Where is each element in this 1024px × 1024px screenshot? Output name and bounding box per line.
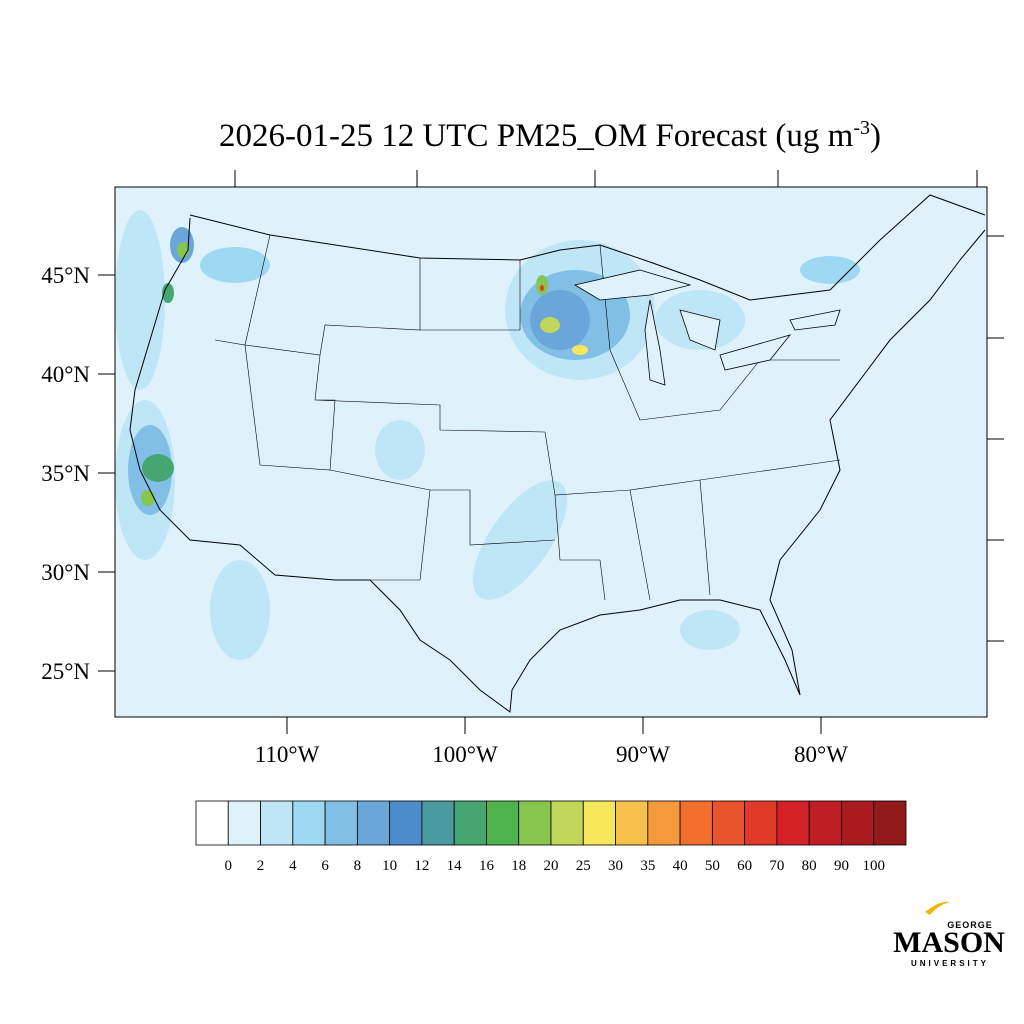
colorbar-label: 80 [802, 858, 817, 874]
state-lines [214, 234, 841, 601]
colorbar-box [679, 800, 713, 846]
shade [210, 560, 270, 660]
colorbar-label: 8 [354, 858, 362, 874]
colorbar-label: 100 [862, 858, 885, 874]
colorbar-box [227, 800, 261, 846]
colorbar-label: 4 [289, 858, 297, 874]
colorbar-box [389, 800, 423, 846]
title-close: ) [870, 118, 881, 154]
colorbar-box [195, 800, 229, 846]
colorbar-label: 40 [673, 858, 688, 874]
title-superscript: -3 [853, 117, 870, 139]
logo-main: MASON [893, 926, 1005, 959]
colorbar-box [647, 800, 681, 846]
colorbar-label: 60 [737, 858, 752, 874]
map-frame [114, 186, 988, 718]
shade [530, 290, 590, 350]
colorbar-label: 25 [576, 858, 591, 874]
logo-bottom: UNIVERSITY [911, 959, 989, 968]
shade [115, 210, 165, 390]
colorbar-label: 30 [608, 858, 623, 874]
colorbar-box [615, 800, 649, 846]
lon-label: 110°W [255, 742, 320, 767]
colorbar-label: 2 [257, 858, 265, 874]
shade [472, 480, 568, 600]
colorbar-label: 16 [479, 858, 495, 874]
colorbar-label: 6 [321, 858, 329, 874]
lat-label: 40°N [41, 362, 90, 387]
lat-label: 35°N [41, 461, 90, 486]
shade [540, 317, 560, 333]
colorbar-box [808, 800, 842, 846]
lat-label: 45°N [41, 263, 90, 288]
shade [540, 285, 544, 291]
colorbar-label: 70 [769, 858, 784, 874]
lat-label: 25°N [41, 659, 90, 684]
shade [572, 345, 588, 355]
logo-swoosh [925, 901, 950, 915]
colorbar-box [486, 800, 520, 846]
colorbar-box [744, 800, 778, 846]
colorbar-box [324, 800, 358, 846]
colorbar-box [550, 800, 584, 846]
lon-label: 80°W [794, 742, 848, 767]
title-main: 2026-01-25 12 UTC PM25_OM Forecast (ug m [219, 118, 854, 154]
colorbar-label: 14 [447, 858, 463, 874]
colorbar-box [260, 800, 294, 846]
colorbar-box [421, 800, 455, 846]
lon-label: 100°W [432, 742, 498, 767]
shade [142, 454, 174, 482]
shade [680, 610, 740, 650]
great-lakes [573, 269, 841, 386]
frame-ticks [234, 170, 1004, 642]
shade [177, 242, 189, 258]
colorbar-label: 35 [640, 858, 655, 874]
title: 2026-01-25 12 UTC PM25_OM Forecast (ug m… [219, 117, 881, 154]
lon-label: 90°W [616, 742, 670, 767]
colorbar-box [711, 800, 746, 846]
shade [800, 256, 860, 284]
colorbar-box [356, 800, 391, 846]
shade [162, 283, 174, 303]
logo-top: GEORGE [947, 920, 993, 930]
logo: GEORGE MASON UNIVERSITY [893, 901, 1005, 968]
shade [200, 247, 270, 283]
shade [375, 420, 425, 480]
map [114, 170, 1004, 718]
colorbar-box [841, 800, 875, 846]
colorbar-box [453, 800, 487, 846]
colorbar-label: 0 [225, 858, 233, 874]
concentration-shading [115, 210, 860, 660]
colorbar-box [582, 800, 616, 846]
colorbar-label: 90 [834, 858, 849, 874]
colorbar-box [518, 800, 552, 846]
colorbar-box [776, 800, 810, 846]
colorbar-label: 50 [705, 858, 720, 874]
lat-label: 30°N [41, 560, 90, 585]
colorbar-label: 12 [414, 858, 429, 874]
shade [141, 490, 155, 506]
colorbar-box [873, 800, 907, 846]
colorbar-label: 10 [382, 858, 397, 874]
colorbar-label: 18 [511, 858, 526, 874]
colorbar-label: 20 [544, 858, 559, 874]
colorbar-box [292, 800, 326, 846]
